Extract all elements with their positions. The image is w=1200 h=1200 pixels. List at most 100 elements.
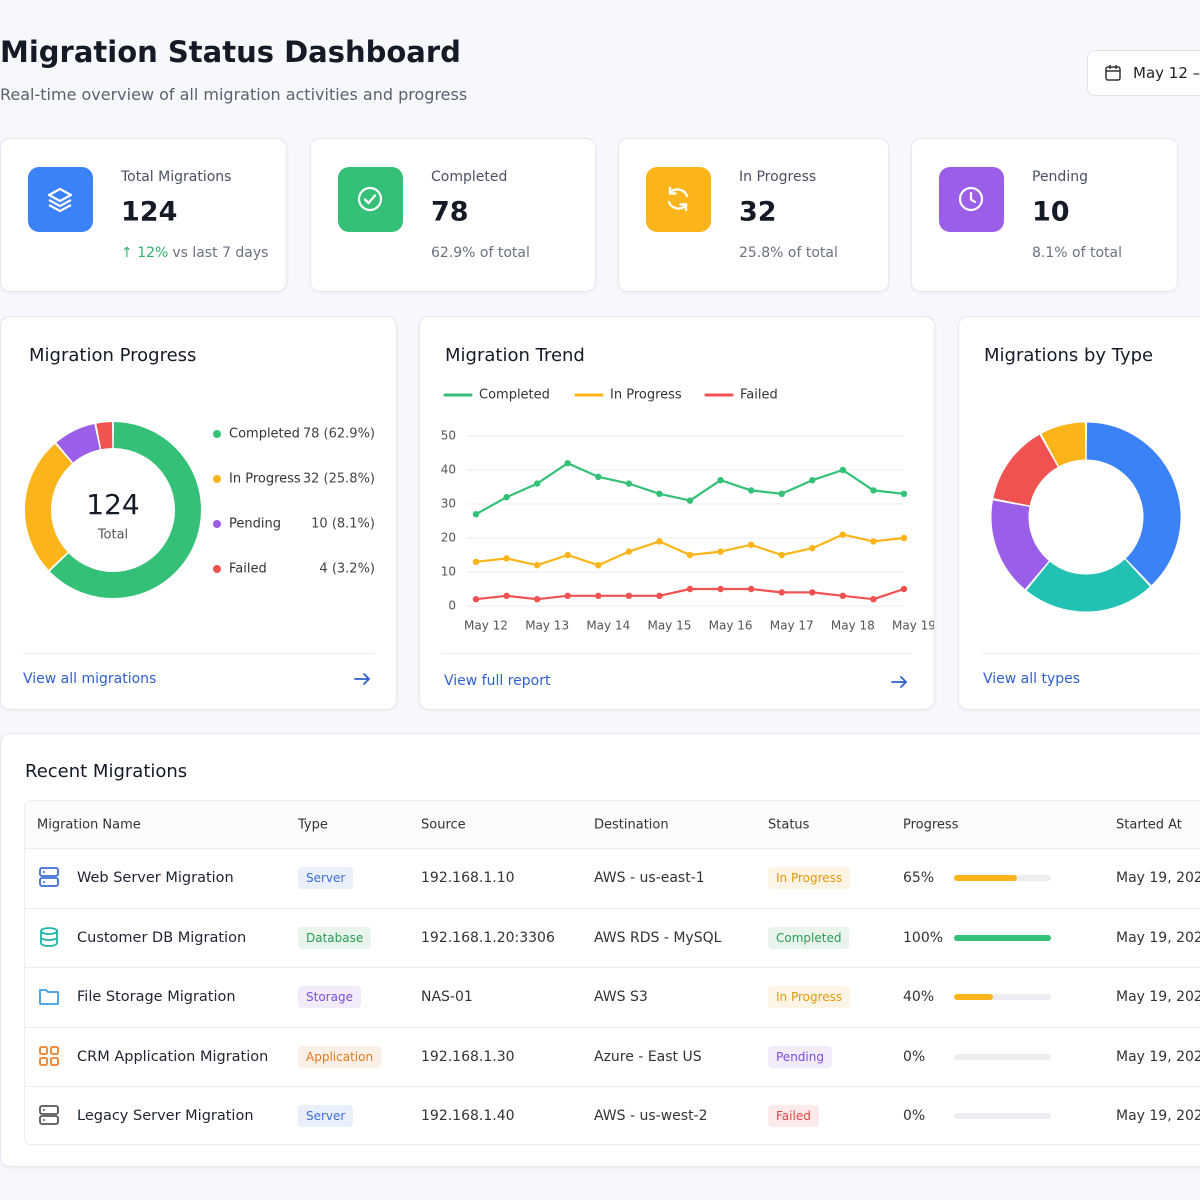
stat-icon [28,167,93,232]
migration-name: Web Server Migration [77,869,234,886]
data-point [839,531,847,538]
progress-bar [954,994,993,1000]
source: 192.168.1.10 [421,870,515,886]
icon-stroke [39,1056,48,1066]
row-icon [39,989,59,1005]
progress-label: 65% [903,870,935,886]
donut-segment [1026,558,1150,612]
card-link[interactable]: View all types [983,671,1081,687]
x-tick-label: May 15 [647,619,691,633]
data-point [472,558,480,565]
card-divider [442,653,912,654]
data-point [839,592,847,599]
data-point [686,551,694,559]
stat-note: 8.1% of total [1032,245,1122,261]
icon-stroke [47,187,73,213]
legend-dot [213,475,221,483]
migration-name: CRM Application Migration [77,1048,269,1065]
data-point [900,490,908,497]
data-point [809,545,816,552]
type-badge: Application [298,1045,382,1068]
icon-stroke [667,188,689,210]
data-point [717,548,724,555]
trend-arrow: ↑ [121,245,138,261]
data-point [533,596,541,603]
data-point [472,511,480,518]
y-tick-label: 40 [441,463,456,477]
progress-track [954,875,1051,881]
stat-value: 32 [739,196,777,228]
icon-stroke [43,871,45,873]
started-at: May 19, 2024 [1116,929,1200,946]
chart-title: Migrations by Type [984,345,1154,366]
icon-stroke [50,1056,59,1066]
data-point [778,589,785,596]
y-tick-label: 20 [441,531,456,545]
icon-stroke [50,1045,59,1055]
donut-segment [25,443,73,570]
data-point [686,497,694,504]
x-tick-label: May 17 [770,619,814,633]
donut-segment [49,422,201,598]
data-point [900,585,908,593]
data-point [870,487,877,494]
migration-name: File Storage Migration [77,988,236,1005]
data-point [595,473,602,480]
status-badge: Completed [768,926,850,949]
data-point [747,541,755,548]
started-at: May 19, 2024 [1116,1048,1200,1065]
row-icon [40,926,58,947]
line-chart: 0 10 20 30 40 50 May 12 May 13 May 14 May 15 May 1… [441,388,934,633]
data-point [564,551,571,559]
stat-icon-glyph [667,186,689,212]
progress-label: 0% [903,1108,926,1124]
legend-label: In Progress [229,472,301,487]
status-badge: Pending [768,1045,832,1068]
data-point [656,538,663,545]
table-card: Recent Migrations Migration Name Type Sourc… [0,733,1200,1167]
table-row: File Storage Migration Storage NAS-01 AWS S… [25,967,1200,1027]
date-picker[interactable]: May 12 – [1087,50,1200,96]
icon-stroke [39,989,59,1005]
icon-stroke [668,186,688,212]
stat-label: Pending [1032,169,1088,185]
icon-stroke [40,930,58,947]
started-at: May 19, 2024 [1116,989,1200,1005]
legend-label: Pending [229,517,281,532]
data-point [625,548,633,555]
icon-stroke [39,867,59,877]
icon-stroke [43,881,45,883]
icon-stroke [39,1105,59,1115]
legend-label: Completed [229,427,300,442]
link-arrow [891,676,908,688]
arrow-shape [891,676,908,688]
status-badge: Failed [768,1105,819,1127]
stat-label: In Progress [739,169,817,185]
stat-value: 124 [121,196,178,228]
icon-stroke [958,186,984,212]
stat-value: 78 [431,196,469,228]
data-point [747,585,755,593]
progress-track [954,1053,1051,1060]
calendar-icon [1105,65,1121,81]
x-tick-label: May 12 [464,619,508,633]
card-link[interactable]: View full report [444,673,551,689]
type-badge: Storage [298,986,361,1008]
chart-title: Migration Progress [29,345,197,366]
icon-stroke [969,191,977,204]
chart-title: Migration Trend [445,345,585,366]
card-link[interactable]: View all migrations [23,671,157,687]
column-header: Started At [1116,817,1182,833]
data-point [747,487,755,494]
page-title: Migration Status Dashboard [0,35,461,69]
legend-value: 32 (25.8%) [303,472,375,487]
source: 192.168.1.20:3306 [421,929,555,946]
y-tick-label: 10 [441,565,456,579]
source: NAS-01 [421,989,473,1005]
x-tick-label: May 16 [709,619,753,633]
stat-icon-glyph [958,186,984,212]
data-point [870,538,877,545]
stat-note: 25.8% of total [739,245,838,261]
migration-name: Customer DB Migration [77,929,247,946]
donut-segment [991,500,1050,590]
